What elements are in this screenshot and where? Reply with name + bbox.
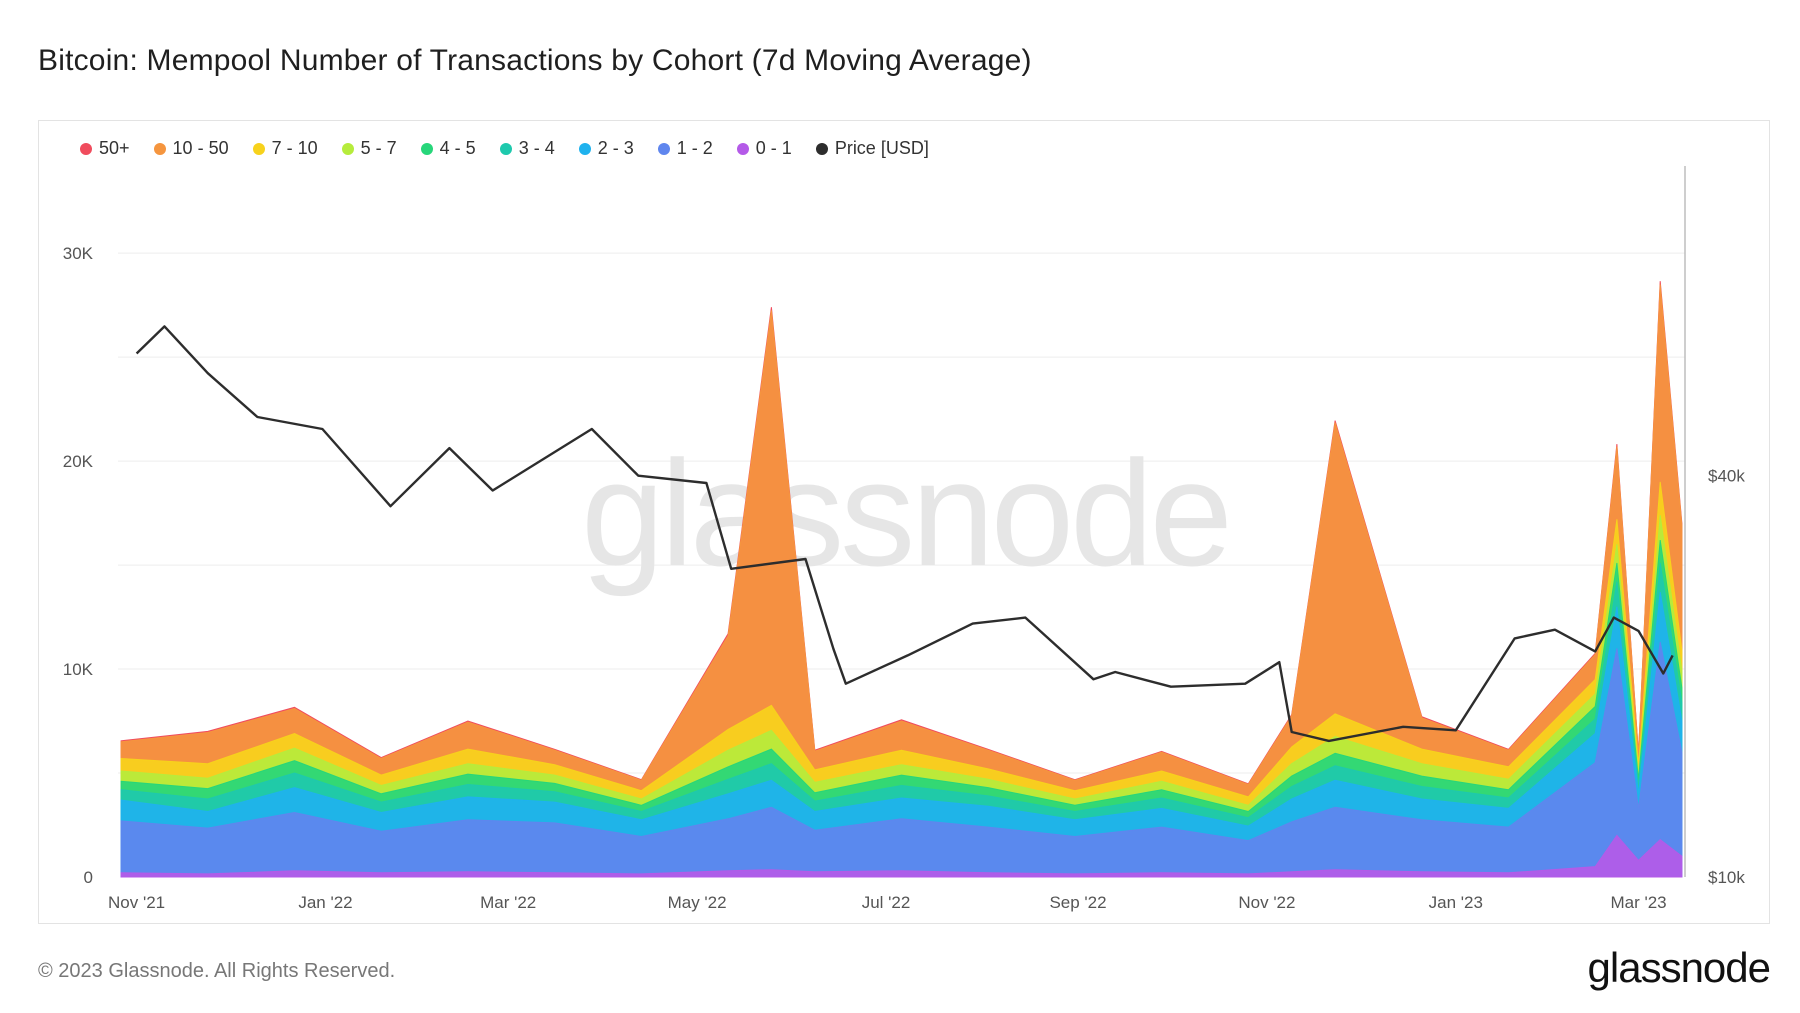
legend-item-50-plus[interactable]: 50+ xyxy=(80,138,130,159)
legend-item-price[interactable]: Price [USD] xyxy=(815,138,929,159)
right-axis: $10k $40k xyxy=(1708,467,1745,887)
area-1-2 xyxy=(120,641,1683,878)
chart-panel xyxy=(38,120,1770,924)
x-tick-label: Jul '22 xyxy=(862,893,911,912)
legend-label: 10 - 50 xyxy=(172,138,229,158)
x-tick-label: Jan '22 xyxy=(298,893,352,912)
legend-item-10-50[interactable]: 10 - 50 xyxy=(153,138,229,159)
legend-item-2-3[interactable]: 2 - 3 xyxy=(578,138,634,159)
legend-label: 5 - 7 xyxy=(360,138,397,158)
y-tick-label: 0 xyxy=(84,868,93,887)
legend-dot xyxy=(420,142,433,155)
legend-dot xyxy=(657,142,670,155)
price-usd-line xyxy=(135,325,1674,743)
area-0-1 xyxy=(120,834,1683,878)
legend-label: 1 - 2 xyxy=(676,138,713,158)
x-axis: Nov '21 Jan '22 Mar '22 May '22 Jul '22 Sep '… xyxy=(108,893,1667,912)
legend-label: 50+ xyxy=(99,138,130,158)
glassnode-logo: glassnode xyxy=(1587,944,1771,991)
legend-label: 3 - 4 xyxy=(518,138,555,158)
legend-dot xyxy=(578,142,591,155)
legend-dot xyxy=(153,142,166,155)
area-2-3 xyxy=(120,592,1683,878)
legend-dot xyxy=(80,142,92,155)
legend: 50+ 10 - 50 7 - 10 5 - 7 4 - 5 3 - 4 2 -… xyxy=(80,138,953,159)
left-axis: 0 10K 20K 30K xyxy=(63,244,94,887)
y-tick-label: 10K xyxy=(63,660,94,679)
y-right-tick-label: $40k xyxy=(1708,467,1745,486)
legend-label: 7 - 10 xyxy=(271,138,318,158)
legend-item-0-1[interactable]: 0 - 1 xyxy=(736,138,792,159)
x-tick-label: Jan '23 xyxy=(1429,893,1483,912)
legend-item-3-4[interactable]: 3 - 4 xyxy=(499,138,555,159)
copyright-footer: © 2023 Glassnode. All Rights Reserved. xyxy=(38,960,396,982)
y-right-tick-label: $10k xyxy=(1708,868,1745,887)
legend-item-4-5[interactable]: 4 - 5 xyxy=(420,138,476,159)
x-tick-label: Mar '23 xyxy=(1610,893,1666,912)
legend-dot xyxy=(815,142,828,155)
legend-dot xyxy=(341,142,354,155)
x-tick-label: Sep '22 xyxy=(1049,893,1106,912)
price-line xyxy=(135,325,1674,743)
y-tick-label: 20K xyxy=(63,452,94,471)
chart-title: Bitcoin: Mempool Number of Transactions … xyxy=(38,44,1032,77)
legend-dot xyxy=(499,142,512,155)
y-tick-label: 30K xyxy=(63,244,94,263)
x-tick-label: Mar '22 xyxy=(480,893,536,912)
legend-item-5-7[interactable]: 5 - 7 xyxy=(341,138,397,159)
legend-label: 2 - 3 xyxy=(597,138,634,158)
x-tick-label: Nov '21 xyxy=(108,893,165,912)
legend-item-7-10[interactable]: 7 - 10 xyxy=(252,138,318,159)
legend-item-1-2[interactable]: 1 - 2 xyxy=(657,138,713,159)
x-tick-label: May '22 xyxy=(668,893,727,912)
legend-label: 0 - 1 xyxy=(755,138,792,158)
x-tick-label: Nov '22 xyxy=(1238,893,1295,912)
legend-label: Price [USD] xyxy=(834,138,929,158)
legend-dot xyxy=(736,142,749,155)
legend-label: 4 - 5 xyxy=(439,138,476,158)
watermark: glassnode xyxy=(581,429,1229,597)
legend-dot xyxy=(252,142,265,155)
